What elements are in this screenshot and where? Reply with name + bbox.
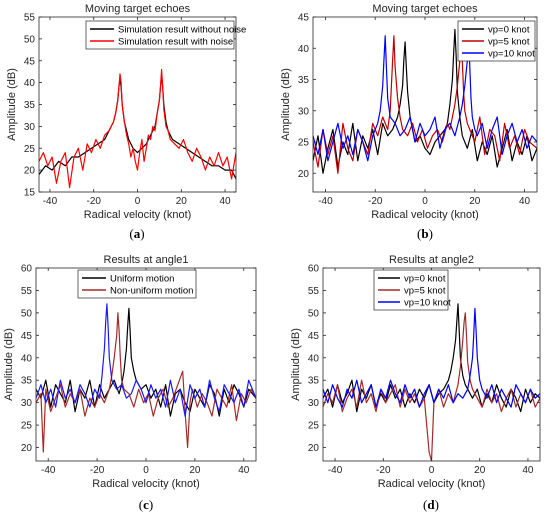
- y-tick-label: 20: [24, 166, 36, 177]
- x-tick-label: 40: [219, 196, 231, 207]
- y-tick-label: 30: [21, 398, 33, 409]
- y-tick-label: 45: [298, 13, 310, 24]
- y-tick-label: 50: [308, 308, 320, 319]
- series-line-3: [313, 28, 537, 162]
- y-axis-label: Amplitude (dB): [6, 68, 18, 141]
- chart-panel-a: -40 -20 0 20 40 15 20 25 30 35 40 45 50 55 Moving targ…: [6, 3, 246, 241]
- x-tick-label: -40: [43, 196, 58, 207]
- y-tick-label: 20: [21, 443, 33, 454]
- x-tick-label: 0: [429, 465, 435, 476]
- x-tick-label: -40: [328, 465, 343, 476]
- x-tick-label: 0: [143, 465, 149, 476]
- panel-caption: (d): [423, 497, 439, 512]
- legend-label: vp=0 knot: [404, 273, 446, 284]
- x-tick-label: 20: [469, 196, 481, 207]
- panel-caption: (c): [139, 497, 153, 512]
- legend-label: Uniform motion: [110, 273, 174, 284]
- series-line-1: [313, 28, 537, 174]
- y-tick-label: 35: [21, 376, 33, 387]
- chart-title: Moving target echoes: [85, 3, 191, 15]
- plot-area: [36, 268, 256, 461]
- y-tick-label: 45: [308, 331, 320, 342]
- panel-caption: (a): [129, 226, 144, 241]
- y-tick-label: 25: [298, 138, 310, 149]
- x-tick-label: 0: [422, 196, 428, 207]
- panel-caption: (b): [417, 226, 433, 241]
- chart-panel-c: -40 -20 0 20 40 20 25 30 35 40 45 50 55 60 Results at …: [3, 254, 257, 512]
- y-tick-label: 30: [24, 122, 36, 133]
- legend-label: vp=5 knot: [488, 36, 530, 47]
- y-tick-label: 25: [24, 144, 36, 155]
- legend-box: [77, 269, 197, 299]
- legend-label: Simulation result with noise: [118, 36, 233, 47]
- x-axis-label: Radical velocity (knot): [92, 478, 200, 490]
- y-tick-label: 50: [21, 308, 33, 319]
- y-tick-label: 40: [298, 44, 310, 55]
- y-tick-label: 15: [24, 188, 36, 199]
- y-tick-label: 60: [21, 264, 33, 275]
- chart-title: Results at angle1: [104, 254, 189, 266]
- x-axis-label: Radical velocity (knot): [84, 209, 192, 221]
- x-tick-label: -20: [86, 196, 101, 207]
- y-tick-label: 20: [298, 169, 310, 180]
- chart-panel-b: -40 -20 0 20 40 20 25 30 35 40 45 Moving target ech…: [280, 3, 538, 241]
- y-tick-label: 40: [21, 353, 33, 364]
- y-tick-label: 60: [308, 264, 320, 275]
- x-tick-label: -20: [90, 465, 105, 476]
- y-tick-label: 30: [298, 106, 310, 117]
- legend-label: Simulation result without noise: [118, 24, 246, 35]
- x-tick-label: -20: [368, 196, 383, 207]
- x-tick-label: 40: [519, 196, 531, 207]
- chart-title: Results at angle2: [389, 254, 474, 266]
- y-tick-label: 55: [308, 286, 320, 297]
- chart-panel-d: -40 -20 0 20 40 20 25 30 35 40 45 50 55 60 Results at …: [290, 254, 541, 512]
- x-tick-label: 40: [238, 465, 250, 476]
- y-tick-label: 45: [21, 331, 33, 342]
- series-line-2: [39, 68, 236, 189]
- y-tick-label: 35: [24, 100, 36, 111]
- legend-box: [85, 20, 235, 50]
- x-tick-label: -40: [41, 465, 56, 476]
- y-tick-label: 25: [308, 421, 320, 432]
- y-tick-label: 35: [298, 75, 310, 86]
- x-axis-label: Radical velocity (knot): [378, 478, 486, 490]
- y-axis-label: Amplitude (dB): [280, 68, 292, 141]
- series-line-3: [323, 307, 540, 408]
- y-tick-label: 55: [21, 286, 33, 297]
- x-tick-label: 20: [189, 465, 201, 476]
- legend-label: vp=10 knot: [404, 297, 451, 308]
- legend-label: vp=10 knot: [488, 48, 535, 59]
- y-axis-label: Amplitude (dB): [3, 328, 15, 401]
- y-tick-label: 30: [308, 398, 320, 409]
- series-line-3: [36, 303, 256, 417]
- y-axis-label: Amplitude (dB): [290, 328, 302, 401]
- x-tick-label: 20: [474, 465, 486, 476]
- x-tick-label: 0: [135, 196, 141, 207]
- x-axis-label: Radical velocity (knot): [371, 209, 479, 221]
- chart-title: Moving target echoes: [372, 3, 478, 15]
- x-tick-label: 40: [522, 465, 534, 476]
- y-tick-label: 25: [21, 421, 33, 432]
- x-tick-label: 20: [176, 196, 188, 207]
- y-tick-label: 50: [24, 34, 36, 45]
- x-tick-label: -40: [318, 196, 333, 207]
- y-tick-label: 45: [24, 56, 36, 67]
- y-tick-label: 40: [308, 353, 320, 364]
- legend-label: vp=5 knot: [404, 285, 446, 296]
- y-tick-label: 40: [24, 78, 36, 89]
- y-tick-label: 55: [24, 13, 36, 24]
- legend-label: Non-uniform motion: [110, 285, 193, 296]
- legend-label: vp=0 knot: [488, 24, 530, 35]
- series-line-1: [39, 73, 236, 180]
- y-tick-label: 35: [308, 376, 320, 387]
- y-tick-label: 20: [308, 443, 320, 454]
- x-tick-label: -20: [376, 465, 391, 476]
